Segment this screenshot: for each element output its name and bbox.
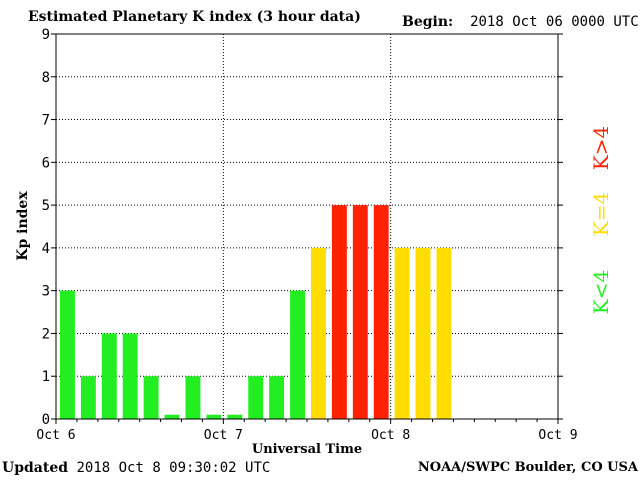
kp-bar [143,376,159,419]
y-tick-label: 3 [42,284,50,300]
kp-bar [206,414,222,419]
kp-bar [248,376,264,419]
y-tick-label: 4 [42,241,50,257]
kp-bar [164,414,180,419]
kp-bar [415,247,431,419]
kp-bar [436,247,452,419]
y-tick-label: 5 [42,198,50,214]
begin-label: Begin: [402,14,454,30]
kp-bar [352,205,368,419]
updated-label: Updated [2,460,69,476]
y-axis-label: Kp index [15,191,31,261]
source-credit: NOAA/SWPC Boulder, CO USA [417,460,638,475]
y-tick-label: 9 [42,27,50,43]
updated-value: 2018 Oct 8 09:30:02 UTC [76,460,271,476]
x-axis-label: Universal Time [252,442,362,457]
kp-bar [290,290,305,419]
y-tick-label: 1 [42,369,50,385]
begin-timestamp: Begin: 2018 Oct 06 0000 UTC [402,14,639,30]
x-tick-label: Oct 7 [204,428,243,443]
x-tick-label: Oct 8 [371,428,410,443]
kp-bar [311,247,326,419]
kp-bar [373,205,389,419]
chart-title: Estimated Planetary K index (3 hour data… [28,9,361,25]
kp-bar [80,376,96,419]
kp-bar [101,333,117,419]
kp-bar [331,205,347,419]
y-tick-label: 6 [42,155,50,171]
kp-bar [185,376,201,419]
x-tick-label: Oct 9 [538,428,577,443]
y-tick-label: 8 [42,70,50,86]
x-tick-label: Oct 6 [36,428,75,443]
begin-value: 2018 Oct 06 0000 UTC [470,14,639,30]
y-tick-label: 2 [42,326,50,342]
kp-bar [227,414,243,419]
y-tick-label: 7 [42,113,50,129]
kp-bar [60,290,75,419]
kp-bar [394,247,410,419]
legend-high: K>4 [589,126,613,170]
kp-bar [269,376,285,419]
kp-bar [122,333,138,419]
legend-low: K<4 [589,270,613,314]
y-tick-label: 0 [42,412,50,428]
legend-mid: K=4 [589,192,613,236]
updated-timestamp: Updated 2018 Oct 8 09:30:02 UTC [2,460,270,476]
